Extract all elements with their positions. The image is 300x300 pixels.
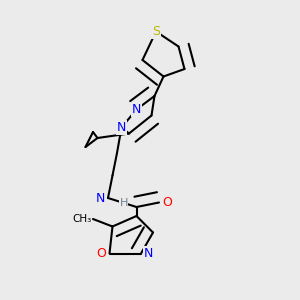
Text: N: N	[144, 247, 153, 260]
Text: N: N	[117, 121, 126, 134]
Text: H: H	[119, 197, 128, 208]
Text: S: S	[152, 25, 160, 38]
Text: CH₃: CH₃	[72, 214, 92, 224]
Text: O: O	[97, 247, 106, 260]
Text: N: N	[132, 103, 141, 116]
Text: N: N	[96, 191, 105, 205]
Text: O: O	[162, 196, 172, 209]
